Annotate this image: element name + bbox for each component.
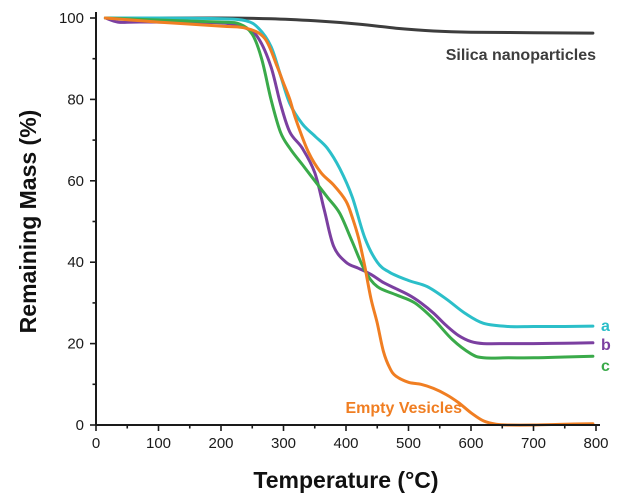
x-tick-label: 800	[583, 435, 608, 452]
x-tick-label: 600	[458, 435, 483, 452]
series-line-b	[103, 16, 595, 346]
y-axis-title: Remaining Mass (%)	[15, 110, 41, 334]
x-tick-label: 0	[92, 435, 100, 452]
y-tick-label: 100	[59, 10, 84, 27]
y-tick-label: 0	[76, 417, 84, 434]
y-tick-label: 20	[67, 336, 84, 353]
series-label-a: a	[601, 318, 610, 335]
y-tick-label: 80	[67, 91, 84, 108]
x-tick-label: 500	[396, 435, 421, 452]
y-tick-label: 60	[67, 173, 84, 190]
series-label-silica-nanoparticles: Silica nanoparticles	[446, 47, 596, 64]
y-tick-label: 40	[67, 254, 84, 271]
series-label-b: b	[601, 337, 611, 354]
series-line-empty-vesicles	[103, 16, 595, 427]
x-tick-label: 300	[271, 435, 296, 452]
x-axis-title: Temperature (°C)	[253, 467, 438, 493]
series-labels: Silica nanoparticles abc Empty Vesicles	[345, 47, 611, 417]
axes	[95, 12, 600, 426]
series-label-empty-vesicles: Empty Vesicles	[345, 400, 462, 417]
x-tick-label: 100	[146, 435, 171, 452]
x-tick-label: 200	[208, 435, 233, 452]
x-tick-label: 400	[333, 435, 358, 452]
series-label-c: c	[601, 358, 610, 375]
plot-area	[103, 16, 595, 427]
x-tick-label: 700	[521, 435, 546, 452]
x-ticks: 0 100 200 300 400 500 600 700 800	[92, 425, 609, 452]
series-line-a	[103, 16, 595, 329]
y-ticks: 0 20 40 60 80 100	[59, 10, 96, 434]
series-line-c	[103, 16, 595, 360]
